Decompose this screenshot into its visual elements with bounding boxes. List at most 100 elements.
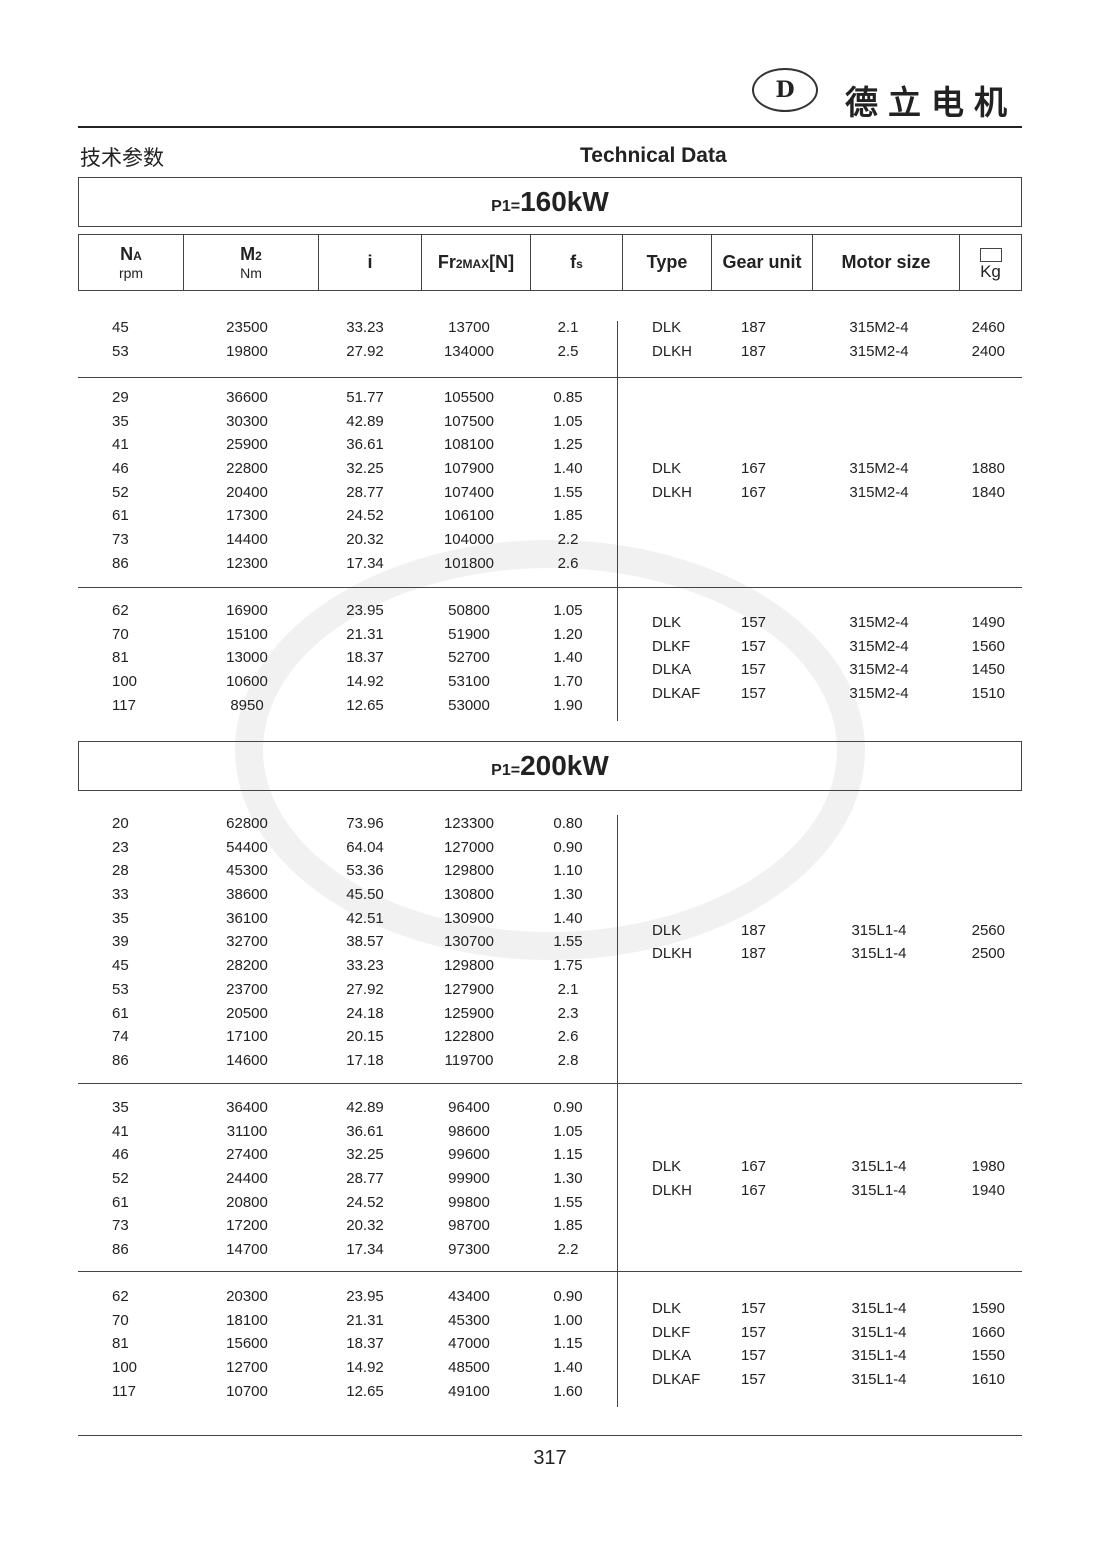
page-number: 317	[533, 1447, 567, 1469]
radial-load-cell: 52700	[448, 649, 490, 667]
radial-load-cell: 43400	[448, 1288, 490, 1305]
gear-unit-cell: 187	[741, 342, 767, 360]
service-factor-cell: 1.55	[553, 483, 583, 501]
ratio-cell: 32.25	[346, 1146, 384, 1164]
ratio-cell: 23.95	[346, 602, 384, 619]
service-factor-cell: 1.05	[553, 1122, 583, 1140]
service-factor-cell: 1.40	[553, 1359, 583, 1377]
ratio-cell: 42.51	[346, 909, 384, 927]
radial-load-cell: 51900	[448, 625, 490, 643]
col-fr: Fr2MAX[N]	[422, 235, 531, 290]
weight-cell: 1510	[971, 684, 1005, 702]
ratio-cell: 21.31	[346, 625, 384, 643]
gear-unit-cell: 187	[741, 319, 767, 336]
gear-unit-cell: 157	[741, 637, 767, 655]
unit-row: DLK 157 315M2-4 1490	[617, 611, 1022, 635]
weight-cell: 1940	[971, 1181, 1005, 1199]
unit-row: DLKF 157 315M2-4 1560	[617, 635, 1022, 659]
data-group: 62 20300 23.95 43400 0.90 70 18100 21.31 45300 1.…	[78, 1271, 1022, 1408]
data-group: 45 23500 33.23 13700 2.1 53 19800 27.92 134000 2.…	[78, 291, 1022, 392]
col-fs: fs	[531, 235, 623, 290]
type-cell: DLKH	[652, 483, 693, 501]
ratings-block: 20 62800 73.96 123300 0.80 23 54400 64.04 127000…	[78, 812, 617, 1073]
table-row: 33 38600 45.50 130800 1.30	[78, 883, 617, 907]
torque-cell: 12700	[226, 1359, 268, 1377]
gear-unit-cell: 187	[741, 921, 767, 939]
torque-cell: 62800	[226, 815, 268, 832]
motor-size-cell: 315L1-4	[851, 1347, 907, 1365]
radial-load-cell: 107900	[443, 460, 495, 478]
table-header: NA rpm M2 Nm i Fr2MAX[N] fs Type Gear unit…	[78, 234, 1022, 291]
speed-cell: 46	[112, 1146, 129, 1164]
speed-cell: 20	[112, 815, 129, 832]
speed-cell: 100	[112, 673, 138, 691]
column-divider	[617, 1084, 618, 1271]
table-row: 70 15100 21.31 51900 1.20	[78, 623, 617, 647]
gear-unit-cell: 157	[741, 613, 767, 631]
torque-cell: 25900	[226, 436, 268, 454]
speed-cell: 29	[112, 389, 129, 406]
radial-load-cell: 48500	[448, 1359, 490, 1377]
power-value: 160kW	[520, 186, 609, 217]
unit-block: DLK 167 315M2-4 1880 DLKH 167 315M2-4 1840	[617, 375, 1022, 587]
radial-load-cell: 99600	[448, 1146, 490, 1164]
torque-cell: 32700	[226, 933, 268, 951]
type-cell: DLKF	[652, 1323, 691, 1341]
ratings-block: 45 23500 33.23 13700 2.1 53 19800 27.92 134000 2.…	[78, 316, 617, 363]
unit-row: DLK 167 315L1-4 1980	[617, 1155, 1022, 1179]
table-row: 117 8950 12.65 53000 1.90	[78, 694, 617, 718]
table-row: 73 14400 20.32 104000 2.2	[78, 528, 617, 552]
service-factor-cell: 2.5	[557, 342, 579, 360]
col-weight: Kg	[960, 235, 1021, 290]
torque-cell: 17100	[226, 1028, 268, 1046]
torque-cell: 24400	[226, 1170, 268, 1188]
table-row: 117 10700 12.65 49100 1.60	[78, 1380, 617, 1404]
torque-cell: 17200	[226, 1217, 268, 1235]
table-row: 61 20800 24.52 99800 1.55	[78, 1191, 617, 1215]
ratio-cell: 18.37	[346, 1335, 384, 1353]
gear-unit-cell: 167	[741, 1181, 767, 1199]
speed-cell: 35	[112, 909, 129, 927]
col-motor-size: Motor size	[813, 235, 960, 290]
weight-cell: 2500	[971, 945, 1005, 963]
table-row: 73 17200 20.32 98700 1.85	[78, 1214, 617, 1238]
torque-cell: 36100	[226, 909, 268, 927]
speed-cell: 70	[112, 1311, 129, 1329]
torque-cell: 14400	[226, 531, 268, 549]
header-rule	[78, 126, 1022, 128]
unit-row: DLK 167 315M2-4 1880	[617, 457, 1022, 481]
service-factor-cell: 2.8	[557, 1051, 579, 1069]
speed-cell: 61	[112, 1193, 129, 1211]
unit-block: DLK 157 315L1-4 1590 DLKF 157 315L1-4 1660 DLKA 1…	[617, 1271, 1022, 1408]
ratio-cell: 64.04	[346, 838, 384, 856]
data-group: 35 36400 42.89 96400 0.90 41 31100 36.61 98600 1.…	[78, 1084, 1022, 1272]
col-i: i	[319, 235, 422, 290]
speed-cell: 52	[112, 483, 129, 501]
ratio-cell: 20.15	[346, 1028, 384, 1046]
speed-cell: 100	[112, 1359, 138, 1377]
ratio-cell: 36.61	[346, 1122, 384, 1140]
torque-cell: 23700	[226, 980, 268, 998]
type-cell: DLK	[652, 1299, 682, 1317]
table-row: 86 14600 17.18 119700 2.8	[78, 1049, 617, 1073]
unit-row: DLKF 157 315L1-4 1660	[617, 1321, 1022, 1345]
weight-cell: 1490	[971, 613, 1005, 631]
speed-cell: 35	[112, 1099, 129, 1116]
service-factor-cell: 1.60	[553, 1382, 583, 1400]
data-group: 20 62800 73.96 123300 0.80 23 54400 64.04 127000…	[78, 791, 1022, 1084]
table-row: 61 17300 24.52 106100 1.85	[78, 504, 617, 528]
column-divider	[617, 1271, 618, 1408]
torque-cell: 13000	[226, 649, 268, 667]
type-cell: DLKA	[652, 1347, 692, 1365]
gear-unit-cell: 157	[741, 1323, 767, 1341]
weight-cell: 1450	[971, 661, 1005, 679]
ratings-block: 29 36600 51.77 105500 0.85 35 30300 42.89 107500…	[78, 386, 617, 576]
ratio-cell: 36.61	[346, 436, 384, 454]
motor-size-cell: 315L1-4	[851, 1370, 907, 1388]
motor-size-cell: 315L1-4	[851, 921, 907, 939]
ratio-cell: 20.32	[346, 531, 384, 549]
column-divider	[617, 321, 618, 392]
ratio-cell: 45.50	[346, 886, 384, 904]
service-factor-cell: 1.05	[553, 412, 583, 430]
